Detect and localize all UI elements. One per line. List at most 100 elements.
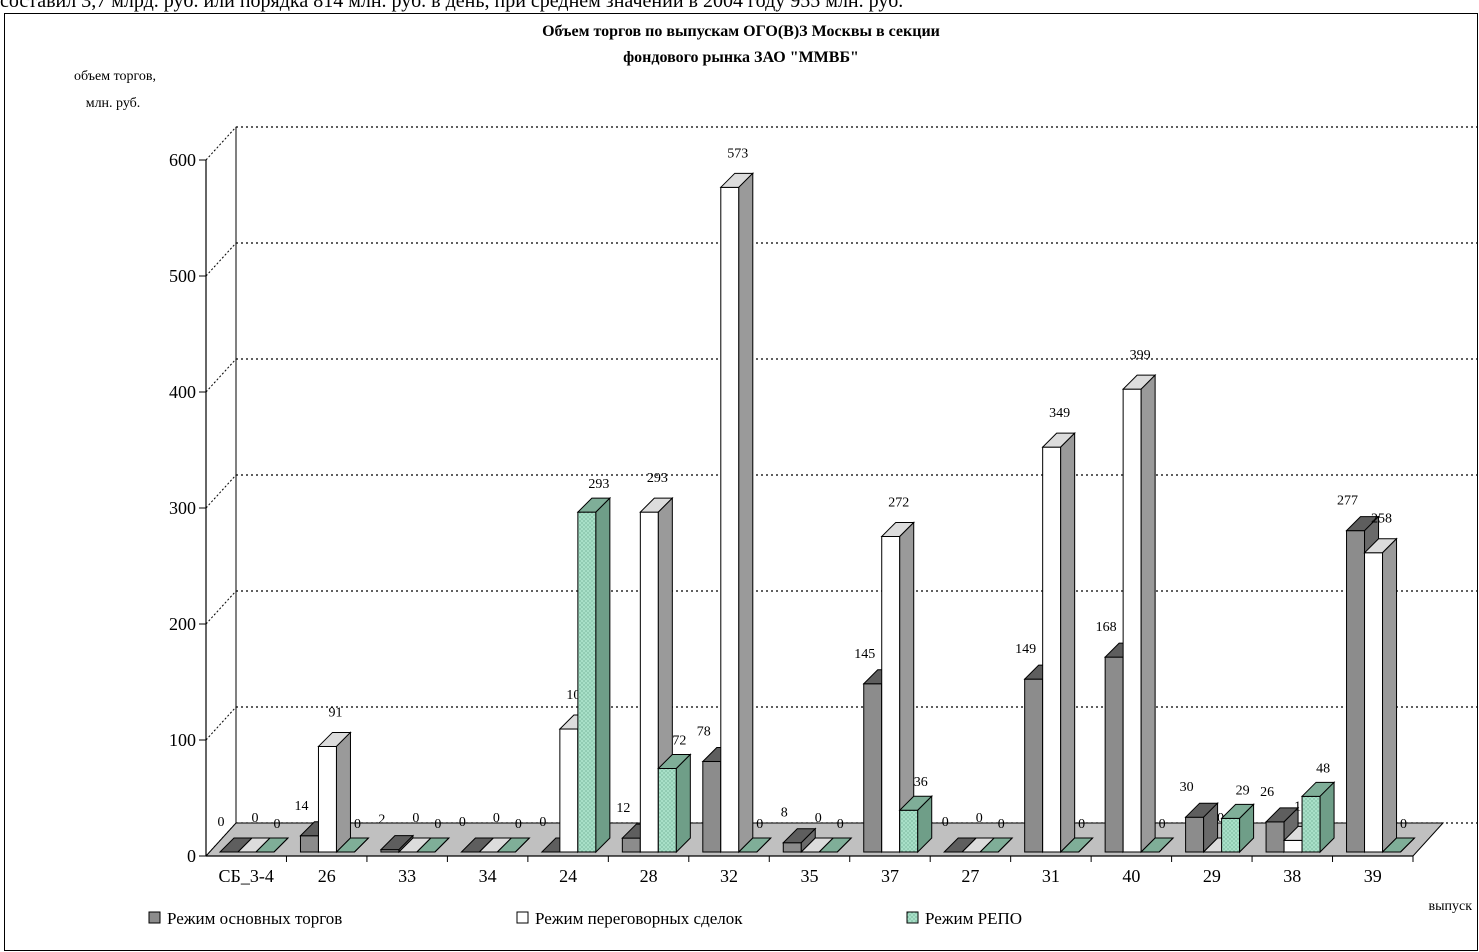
bar-negotiated-1-side bbox=[335, 731, 351, 854]
y-tick-label: 100 bbox=[169, 730, 196, 750]
data-label-negotiated-2: 0 bbox=[412, 811, 419, 826]
x-tick-label-10: 31 bbox=[1042, 866, 1060, 886]
gridline-side bbox=[205, 706, 237, 741]
data-label-repo-7: 0 bbox=[837, 817, 844, 832]
x-tick-label-0: СБ_3-4 bbox=[219, 866, 274, 886]
bar-negotiated-10-front bbox=[1042, 446, 1062, 853]
data-label-repo-3: 0 bbox=[515, 817, 522, 832]
x-tick-label-6: 32 bbox=[720, 866, 738, 886]
data-label-negotiated-8: 272 bbox=[888, 495, 909, 510]
data-label-repo-6: 0 bbox=[756, 817, 763, 832]
y-tick-label: 600 bbox=[169, 150, 196, 170]
data-label-negotiated-7: 0 bbox=[815, 811, 822, 826]
top-text-fragment: составил 3,7 млрд. руб. или порядка 814 … bbox=[0, 0, 904, 12]
legend-label-negotiated: Режим переговорных сделок bbox=[535, 909, 743, 928]
bar-negotiated-11-front bbox=[1122, 388, 1142, 853]
data-label-main-11: 168 bbox=[1096, 620, 1117, 635]
y-tick-label: 500 bbox=[169, 266, 196, 286]
data-label-negotiated-10: 349 bbox=[1049, 406, 1070, 421]
gridline-side bbox=[205, 590, 237, 625]
data-label-main-3: 0 bbox=[459, 815, 466, 830]
bar-negotiated-6-side bbox=[738, 172, 754, 854]
x-tick-label-2: 33 bbox=[398, 866, 416, 886]
bar-main-12-front bbox=[1185, 816, 1205, 853]
bar-negotiated-6-front bbox=[720, 186, 740, 853]
data-label-repo-1: 0 bbox=[354, 817, 361, 832]
bar-repo-10-side bbox=[1078, 837, 1094, 853]
data-label-repo-10: 0 bbox=[1078, 817, 1085, 832]
gridline-side bbox=[205, 126, 237, 161]
bar-repo-7-side bbox=[836, 837, 852, 853]
bar-repo-12-front bbox=[1221, 817, 1241, 853]
bar-repo-8-front bbox=[899, 809, 919, 853]
data-label-repo-0: 0 bbox=[274, 817, 281, 832]
data-label-repo-12: 29 bbox=[1236, 783, 1250, 798]
x-axis-label: выпуск bbox=[1428, 899, 1472, 914]
data-label-repo-13: 48 bbox=[1316, 761, 1330, 776]
y-axis-label-line-1: объем торгов, bbox=[74, 69, 156, 84]
bar-negotiated-8-front bbox=[881, 535, 901, 853]
gridline-side bbox=[205, 358, 237, 393]
bar-repo-14-side bbox=[1400, 837, 1415, 853]
data-label-main-12: 30 bbox=[1180, 780, 1194, 795]
x-tick-label-5: 28 bbox=[640, 866, 658, 886]
bar-main-11-front bbox=[1104, 656, 1124, 853]
data-label-main-14: 277 bbox=[1337, 494, 1358, 509]
data-label-main-0: 0 bbox=[218, 815, 225, 830]
bar-repo-3-side bbox=[515, 837, 530, 853]
bar-repo-5-side bbox=[675, 753, 691, 854]
x-tick-label-12: 29 bbox=[1203, 866, 1221, 886]
x-tick-label-13: 38 bbox=[1283, 866, 1301, 886]
data-label-main-7: 8 bbox=[781, 806, 788, 821]
x-tick-label-8: 37 bbox=[881, 866, 899, 886]
y-tick-label: 300 bbox=[169, 498, 196, 518]
chart-title-line-1: Объем торгов по выпускам ОГО(В)З Москвы … bbox=[542, 23, 940, 40]
data-label-repo-4: 293 bbox=[588, 477, 609, 492]
data-label-main-2: 2 bbox=[378, 813, 385, 828]
data-label-negotiated-11: 399 bbox=[1130, 348, 1151, 363]
bar-main-13-front bbox=[1265, 821, 1285, 853]
bar-repo-8-side bbox=[917, 795, 933, 854]
y-tick-label: 0 bbox=[187, 846, 196, 866]
bar-negotiated-11-side bbox=[1140, 373, 1156, 854]
data-label-negotiated-1: 91 bbox=[328, 705, 342, 720]
bar-negotiated-14-front bbox=[1364, 552, 1384, 853]
data-label-negotiated-9: 0 bbox=[976, 811, 983, 826]
gridline-side bbox=[205, 474, 237, 509]
data-label-main-6: 78 bbox=[697, 725, 711, 740]
bar-main-5-front bbox=[621, 837, 641, 853]
bar-repo-12-side bbox=[1239, 803, 1255, 854]
bar-main-6-front bbox=[702, 761, 722, 853]
data-label-negotiated-5: 293 bbox=[647, 471, 668, 486]
bar-repo-4-side bbox=[595, 496, 611, 854]
bar-main-10-front bbox=[1024, 678, 1044, 853]
legend-swatch-negotiated bbox=[516, 911, 529, 924]
bar-main-1-front bbox=[299, 835, 319, 853]
bar-repo-6-side bbox=[756, 837, 772, 853]
data-label-main-13: 26 bbox=[1260, 785, 1274, 800]
chart-title-line-2: фондового рынка ЗАО "ММВБ" bbox=[623, 49, 859, 66]
bar-repo-1-side bbox=[354, 837, 369, 853]
data-label-main-1: 14 bbox=[294, 799, 308, 814]
data-label-repo-11: 0 bbox=[1159, 817, 1166, 832]
bar-negotiated-14-side bbox=[1382, 537, 1398, 854]
bar-repo-4-front bbox=[577, 511, 597, 853]
y-axis-label-line-2: млн. руб. bbox=[86, 96, 141, 111]
data-label-negotiated-14: 258 bbox=[1371, 512, 1392, 527]
bar-negotiated-13-front bbox=[1283, 839, 1303, 853]
x-tick-label-4: 24 bbox=[559, 866, 577, 886]
data-label-negotiated-12: 0 bbox=[1217, 811, 1224, 826]
chart-frame: 0 100 200 300 400 500 600 0 0 0 СБ_3-4 14 91 0 26 2 0 0 33… bbox=[4, 13, 1478, 951]
bar-repo-9-side bbox=[997, 837, 1013, 853]
bar-negotiated-10-side bbox=[1060, 431, 1076, 854]
x-tick-label-1: 26 bbox=[318, 866, 336, 886]
legend-swatch-main bbox=[148, 911, 161, 924]
bar-repo-13-front bbox=[1301, 795, 1321, 853]
gridline-side bbox=[205, 242, 237, 277]
data-label-repo-14: 0 bbox=[1400, 817, 1407, 832]
legend-swatch-repo bbox=[906, 911, 919, 924]
legend-label-repo: Режим РЕПО bbox=[925, 909, 1022, 928]
data-label-repo-2: 0 bbox=[434, 817, 441, 832]
data-label-main-9: 0 bbox=[942, 815, 949, 830]
